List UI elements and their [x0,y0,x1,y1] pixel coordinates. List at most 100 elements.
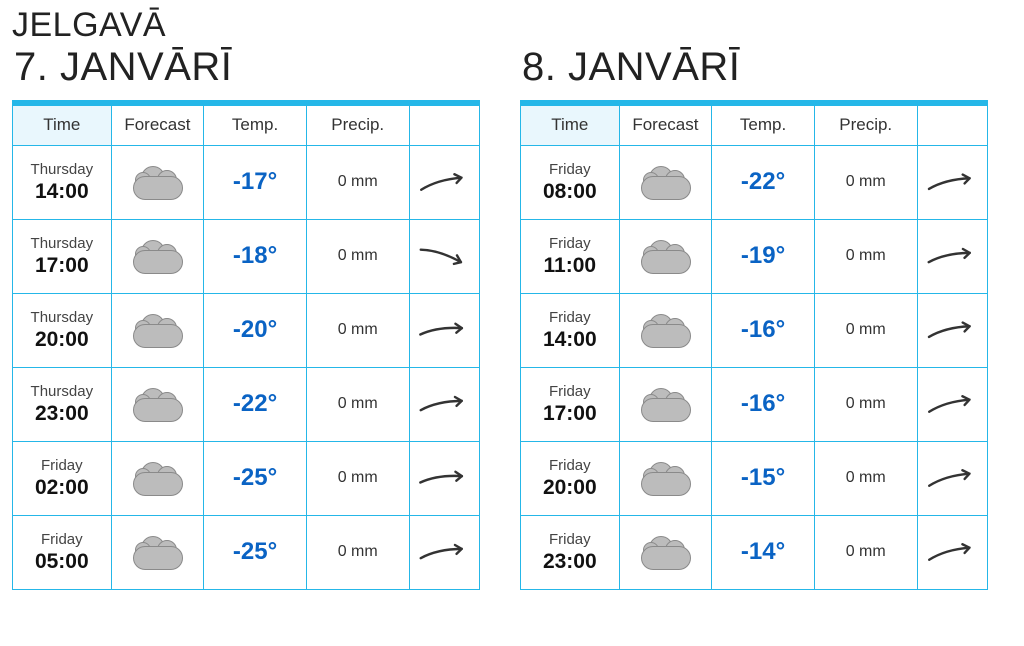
precip-value: 0 mm [338,543,378,560]
table-row: Thursday 17:00 -18° 0 mm [13,219,480,293]
temperature-cell: -20° [204,293,307,367]
table-row: Thursday 20:00 -20° 0 mm [13,293,480,367]
date-title-0: 7. JANVĀRĪ [14,45,480,90]
precip-cell: 0 mm [306,219,409,293]
time-hour: 02:00 [14,476,110,500]
temperature-value: -19° [741,242,785,269]
column-header: Forecast [619,103,712,145]
wind-arrow-icon [416,171,472,193]
time-cell: Thursday 20:00 [13,293,112,367]
precip-value: 0 mm [846,395,886,412]
column-header: Time [13,103,112,145]
temperature-cell: -22° [204,367,307,441]
wind-cell [917,219,987,293]
time-cell: Friday 14:00 [521,293,620,367]
temperature-cell: -16° [712,293,815,367]
time-day: Friday [14,457,110,474]
time-day: Friday [522,531,618,548]
forecast-icon-cell [111,219,204,293]
tables-row: TimeForecastTemp.Precip. Thursday 14:00 … [12,100,1012,590]
time-cell: Friday 23:00 [521,515,620,589]
time-hour: 17:00 [522,402,618,426]
table-row: Friday 11:00 -19° 0 mm [521,219,988,293]
time-cell: Friday 05:00 [13,515,112,589]
forecast-icon-cell [111,515,204,589]
table-row: Friday 08:00 -22° 0 mm [521,145,988,219]
precip-value: 0 mm [338,173,378,190]
wind-cell [409,515,479,589]
temperature-cell: -16° [712,367,815,441]
table-row: Friday 02:00 -25° 0 mm [13,441,480,515]
table-row: Friday 23:00 -14° 0 mm [521,515,988,589]
column-header: Precip. [306,103,409,145]
precip-cell: 0 mm [306,515,409,589]
temperature-value: -20° [233,316,277,343]
wind-cell [917,145,987,219]
time-cell: Friday 11:00 [521,219,620,293]
table-header: TimeForecastTemp.Precip. [13,103,480,145]
wind-cell [409,293,479,367]
precip-cell: 0 mm [306,367,409,441]
forecast-icon-cell [619,219,712,293]
table-body: Friday 08:00 -22° 0 mm Friday 11:00 -19° [521,145,988,589]
temperature-value: -18° [233,242,277,269]
forecast-icon-cell [111,293,204,367]
wind-arrow-icon [924,245,980,267]
forecast-icon-cell [111,367,204,441]
time-hour: 14:00 [14,180,110,204]
wind-cell [917,367,987,441]
cloud-icon [635,386,695,422]
wind-arrow-icon [416,319,472,341]
temperature-cell: -14° [712,515,815,589]
wind-arrow-icon [416,245,472,267]
table-row: Thursday 23:00 -22° 0 mm [13,367,480,441]
time-day: Friday [522,309,618,326]
time-day: Thursday [14,309,110,326]
precip-value: 0 mm [846,173,886,190]
wind-cell [409,441,479,515]
temperature-value: -22° [741,168,785,195]
forecast-table-block: TimeForecastTemp.Precip. Friday 08:00 -2… [520,100,988,590]
cloud-icon [635,238,695,274]
time-day: Friday [522,235,618,252]
date-title-block-0: 7. JANVĀRĪ [12,45,480,100]
precip-cell: 0 mm [814,219,917,293]
precip-cell: 0 mm [814,367,917,441]
temperature-cell: -22° [712,145,815,219]
forecast-table: TimeForecastTemp.Precip. Friday 08:00 -2… [520,100,988,590]
forecast-icon-cell [111,441,204,515]
column-header [917,103,987,145]
time-hour: 17:00 [14,254,110,278]
table-row: Thursday 14:00 -17° 0 mm [13,145,480,219]
table-row: Friday 05:00 -25° 0 mm [13,515,480,589]
forecast-icon-cell [619,441,712,515]
precip-cell: 0 mm [306,145,409,219]
precip-cell: 0 mm [814,441,917,515]
precip-value: 0 mm [846,321,886,338]
wind-arrow-icon [924,467,980,489]
wind-arrow-icon [416,541,472,563]
cloud-icon [127,238,187,274]
time-hour: 23:00 [14,402,110,426]
column-header [409,103,479,145]
wind-arrow-icon [416,467,472,489]
table-header: TimeForecastTemp.Precip. [521,103,988,145]
wind-arrow-icon [924,541,980,563]
temperature-cell: -15° [712,441,815,515]
temperature-cell: -18° [204,219,307,293]
temperature-cell: -17° [204,145,307,219]
precip-cell: 0 mm [814,145,917,219]
date-title-block-1: 8. JANVĀRĪ [520,45,988,100]
time-hour: 08:00 [522,180,618,204]
city-title: JELGAVĀ [12,6,1012,45]
time-hour: 05:00 [14,550,110,574]
table-row: Friday 20:00 -15° 0 mm [521,441,988,515]
cloud-icon [635,534,695,570]
temperature-value: -16° [741,390,785,417]
time-cell: Friday 08:00 [521,145,620,219]
temperature-value: -25° [233,538,277,565]
wind-cell [409,219,479,293]
precip-cell: 0 mm [814,293,917,367]
time-hour: 14:00 [522,328,618,352]
cloud-icon [635,164,695,200]
